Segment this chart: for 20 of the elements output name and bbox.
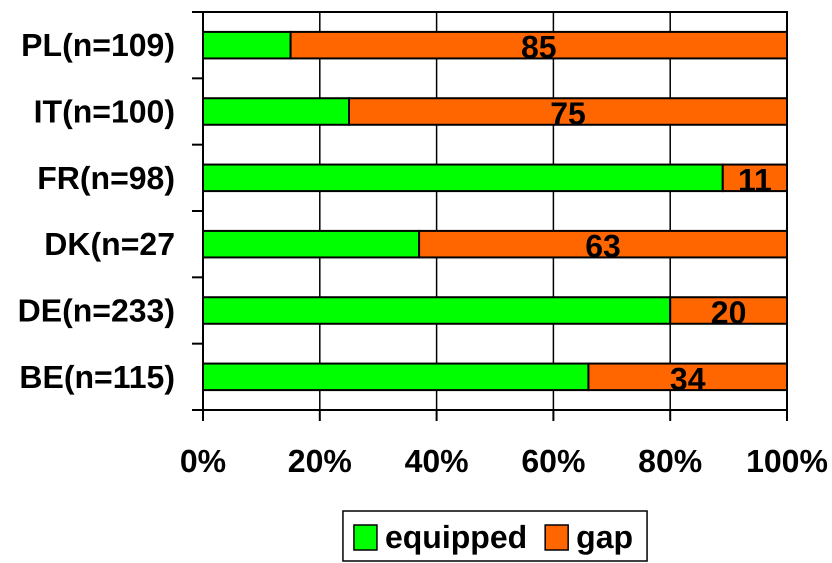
x-tick-label: 40%: [404, 443, 469, 479]
data-label: 34: [670, 360, 706, 397]
x-tick-label: 60%: [521, 443, 586, 479]
y-tick-label: PL(n=109): [21, 27, 175, 64]
y-tick-label: BE(n=115): [19, 358, 175, 395]
legend-label: equipped: [384, 519, 528, 555]
legend-label: gap: [576, 519, 634, 555]
data-label: 85: [521, 29, 557, 66]
x-tick-label: 80%: [638, 443, 702, 479]
data-label: 75: [550, 96, 586, 132]
x-tick-label: 100%: [746, 443, 828, 479]
y-tick-label: FR(n=98): [37, 160, 175, 196]
x-tick-label: 20%: [288, 443, 352, 479]
y-tick-label: IT(n=100): [34, 94, 175, 130]
x-tick-label: 0%: [180, 443, 226, 479]
y-tick-label: DK(n=27: [44, 226, 175, 262]
data-label: 63: [585, 228, 621, 264]
data-label: 20: [710, 294, 746, 330]
data-label: 11: [738, 162, 772, 198]
y-tick-label: DE(n=233): [18, 292, 175, 328]
